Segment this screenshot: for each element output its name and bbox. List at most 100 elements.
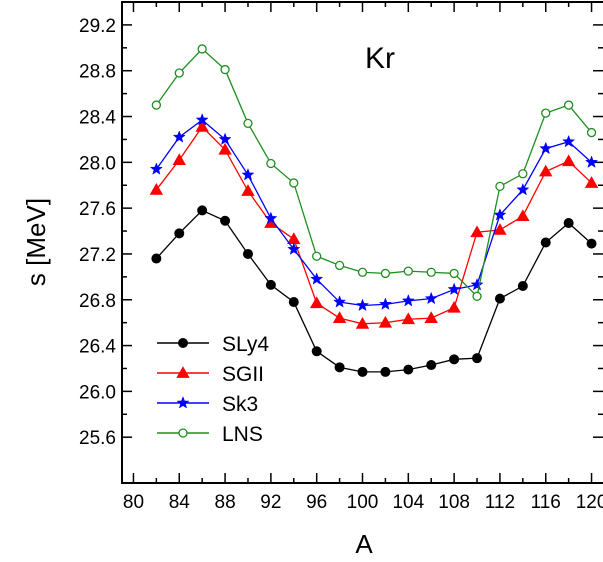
data-point-sgii bbox=[218, 142, 232, 155]
data-point-sly4 bbox=[357, 366, 368, 377]
data-point-sgii bbox=[149, 183, 164, 195]
data-point-sly4 bbox=[426, 360, 437, 371]
data-point-sgii bbox=[447, 300, 461, 313]
data-point-lns bbox=[266, 158, 276, 169]
data-point-sk3 bbox=[493, 208, 507, 221]
legend-marker-sgii bbox=[176, 366, 190, 378]
data-point-sk3 bbox=[516, 182, 530, 196]
y-tick-label: 26.4 bbox=[79, 337, 116, 358]
data-point-sly4 bbox=[540, 237, 551, 248]
data-point-sly4 bbox=[494, 293, 505, 304]
y-tick-label: 26.8 bbox=[79, 291, 116, 312]
legend-label-sly4: SLy4 bbox=[222, 333, 269, 356]
data-point-sk3 bbox=[195, 113, 209, 126]
data-point-lns bbox=[541, 108, 551, 118]
data-point-sk3 bbox=[218, 132, 232, 146]
data-point-sgii bbox=[287, 232, 301, 244]
data-point-sly4 bbox=[517, 281, 528, 292]
y-tick-label: 28.4 bbox=[79, 108, 116, 129]
data-point-sly4 bbox=[472, 353, 483, 364]
x-tick-label: 88 bbox=[215, 492, 236, 513]
data-point-sk3 bbox=[539, 141, 553, 155]
x-tick-label: 100 bbox=[347, 492, 379, 513]
data-point-sk3 bbox=[264, 211, 278, 225]
x-axis-title: A bbox=[355, 529, 373, 559]
data-point-lns bbox=[312, 251, 322, 261]
x-tick-label: 120 bbox=[576, 492, 603, 513]
x-tick-label: 116 bbox=[531, 492, 561, 513]
data-point-sk3 bbox=[424, 291, 438, 305]
x-tick-label: 84 bbox=[169, 492, 191, 513]
data-point-sly4 bbox=[586, 238, 597, 249]
data-point-sk3 bbox=[355, 298, 370, 312]
data-point-sk3 bbox=[401, 293, 415, 307]
legend: SLy4 SGII Sk3 LNS bbox=[157, 333, 269, 446]
data-point-sly4 bbox=[197, 205, 208, 216]
data-point-lns bbox=[380, 268, 391, 279]
data-point-lns bbox=[586, 127, 597, 138]
data-point-sk3 bbox=[310, 272, 324, 285]
data-point-sgii bbox=[493, 223, 507, 235]
data-point-sk3 bbox=[149, 162, 163, 175]
data-point-lns bbox=[220, 64, 230, 75]
data-point-lns bbox=[357, 267, 368, 277]
data-point-sk3 bbox=[584, 155, 599, 168]
series-line-sk3 bbox=[155, 119, 592, 307]
data-point-sgii bbox=[172, 153, 186, 165]
data-point-sgii bbox=[378, 315, 393, 328]
data-point-sgii bbox=[539, 164, 553, 177]
data-point-sk3 bbox=[241, 168, 255, 181]
data-point-sly4 bbox=[265, 279, 276, 290]
data-point-lns bbox=[426, 267, 436, 277]
data-point-sly4 bbox=[449, 354, 460, 365]
data-point-sgii bbox=[516, 209, 530, 222]
y-tick-label: 25.6 bbox=[79, 428, 116, 449]
data-point-sly4 bbox=[288, 297, 299, 308]
data-point-sk3 bbox=[447, 282, 461, 296]
data-point-sly4 bbox=[334, 362, 345, 373]
data-point-lns bbox=[174, 68, 184, 78]
legend-label-sk3: Sk3 bbox=[222, 393, 258, 416]
legend-marker-lns bbox=[178, 428, 188, 438]
x-tick-label: 108 bbox=[438, 492, 470, 513]
data-point-sly4 bbox=[151, 253, 162, 264]
data-point-sly4 bbox=[242, 248, 253, 259]
data-point-sgii bbox=[332, 311, 347, 323]
x-tick-label: 104 bbox=[392, 492, 424, 513]
data-point-sgii bbox=[584, 176, 599, 188]
data-point-lns bbox=[197, 44, 207, 54]
series-layer bbox=[149, 44, 599, 377]
legend-label-sgii: SGII bbox=[222, 363, 264, 386]
y-tick-label: 28.8 bbox=[79, 62, 116, 83]
data-point-sly4 bbox=[220, 215, 231, 226]
data-point-lns bbox=[151, 100, 162, 110]
data-point-sgii bbox=[561, 154, 576, 167]
x-tick-label: 112 bbox=[485, 492, 515, 513]
y-tick-label: 28.0 bbox=[79, 153, 116, 174]
data-point-sgii bbox=[401, 312, 415, 325]
data-point-sgii bbox=[310, 296, 324, 309]
data-point-sgii bbox=[424, 311, 438, 323]
data-point-lns bbox=[563, 100, 574, 110]
legend-marker-sly4 bbox=[178, 338, 188, 348]
plot-frame bbox=[121, 1, 603, 484]
data-point-lns bbox=[495, 181, 505, 192]
data-point-sly4 bbox=[174, 228, 185, 239]
legend-marker-sk3 bbox=[176, 396, 190, 409]
data-point-sgii bbox=[470, 225, 484, 238]
data-point-lns bbox=[403, 266, 413, 276]
y-axis-title: s [MeV] bbox=[21, 198, 51, 286]
data-point-sly4 bbox=[563, 218, 574, 229]
annotation-kr: Kr bbox=[365, 42, 395, 75]
data-point-sgii bbox=[355, 317, 370, 329]
data-point-lns bbox=[243, 118, 253, 129]
data-point-lns bbox=[518, 169, 528, 179]
data-point-lns bbox=[289, 178, 299, 188]
legend-label-lns: LNS bbox=[222, 423, 263, 446]
y-tick-label: 26.0 bbox=[79, 382, 116, 403]
data-point-sk3 bbox=[470, 277, 484, 291]
data-point-lns bbox=[334, 260, 345, 271]
data-point-sk3 bbox=[378, 297, 392, 310]
data-point-sk3 bbox=[333, 295, 347, 308]
